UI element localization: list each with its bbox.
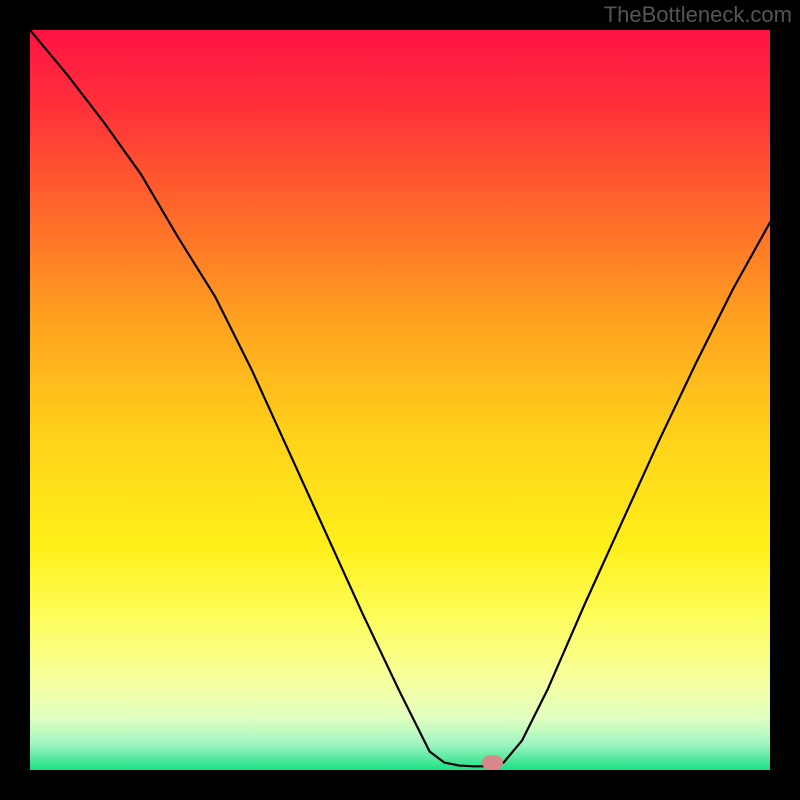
bottleneck-chart (0, 0, 800, 800)
plot-background (30, 30, 770, 770)
optimal-marker (482, 755, 503, 770)
watermark-text: TheBottleneck.com (604, 2, 792, 28)
